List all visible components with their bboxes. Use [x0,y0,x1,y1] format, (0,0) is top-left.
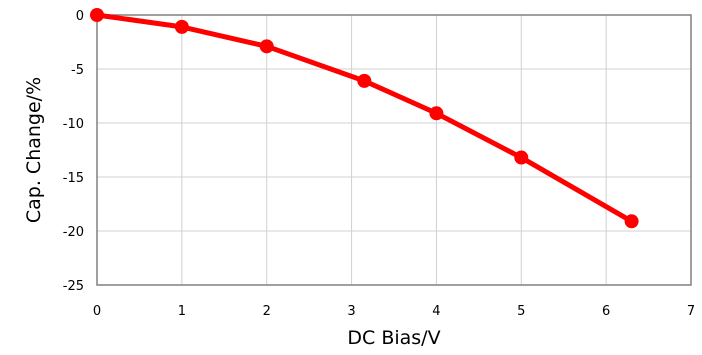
x-tick-label: 2 [263,304,271,319]
x-tick-label: 0 [93,304,101,319]
y-axis-title: Cap. Change/% [23,77,45,223]
data-point [429,106,444,121]
y-tick-label: 0 [76,9,84,24]
data-point [624,214,639,229]
y-tick-label: -25 [63,279,84,294]
y-tick-label: -15 [63,171,84,186]
x-tick-label: 6 [602,304,610,319]
data-point [514,150,529,165]
y-tick-label: -20 [63,225,84,240]
y-tick-label: -5 [71,63,84,78]
series-layer [90,8,639,229]
plot-area-frame [96,14,692,286]
x-tick-label: 5 [517,304,525,319]
data-point [259,39,274,54]
x-axis-tick-labels: 0 1 2 3 4 5 6 7 [93,304,695,319]
data-point [174,19,189,34]
x-tick-label: 7 [687,304,695,319]
series-line [94,12,635,224]
x-tick-label: 3 [347,304,355,319]
data-point [90,8,104,22]
y-tick-label: -10 [63,117,84,132]
grid-lines [97,15,691,285]
y-axis-tick-labels: 0 -5 -10 -15 -20 -25 [63,9,84,294]
x-tick-label: 1 [178,304,186,319]
data-point [357,73,372,88]
x-tick-label: 4 [432,304,440,319]
x-axis-title: DC Bias/V [347,327,440,349]
